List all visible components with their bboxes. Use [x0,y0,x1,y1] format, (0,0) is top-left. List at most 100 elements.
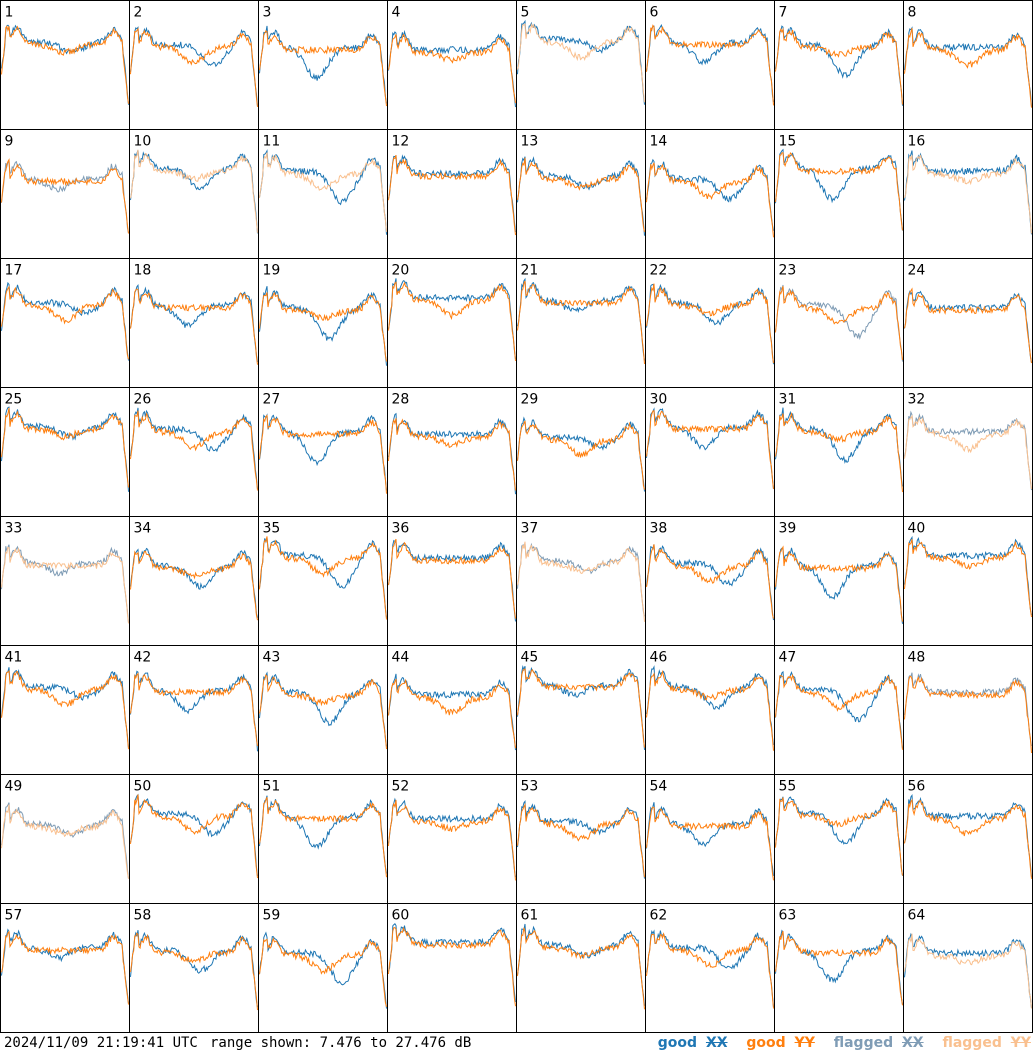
panel-8: 8 [903,0,1033,130]
panel-26: 26 [129,387,259,517]
xx-trace [259,149,387,235]
panel-1: 1 [0,0,130,130]
panel-label: 25 [5,392,23,408]
panel-label: 47 [779,650,797,666]
xx-trace [646,665,774,745]
panel-label: 58 [134,908,152,924]
panel-frame [774,774,904,904]
panel-frame [774,387,904,517]
panel-frame [774,516,904,646]
yy-trace [130,288,258,365]
panel-frame [0,903,130,1033]
panel-9: 9 [0,129,130,259]
panel-13: 13 [516,129,646,259]
panel-19: 19 [258,258,388,388]
panel-frame [0,516,130,646]
panel-label: 32 [908,392,926,408]
panel-38: 38 [645,516,775,646]
panel-10: 10 [129,129,259,259]
yy-trace [646,162,774,238]
panel-64: 64 [903,903,1033,1033]
yy-trace [646,932,774,1009]
panel-label: 17 [5,263,23,279]
panel-39: 39 [774,516,904,646]
xx-trace [517,416,645,492]
panel-7: 7 [774,0,904,130]
xx-trace [517,799,645,879]
xx-trace [646,283,774,365]
panel-49: 49 [0,774,130,904]
legend-flagged-xx-word: flagged [833,1035,894,1051]
panel-frame [387,258,517,388]
panel-label: 55 [779,779,797,795]
panel-label: 31 [779,392,797,408]
yy-trace [388,538,516,619]
legend-flagged-yy-pol: YY [1010,1035,1031,1051]
panel-frame [645,129,775,259]
panel-frame [516,258,646,388]
yy-trace [775,930,903,1006]
xx-trace [1,544,129,623]
panel-label: 7 [779,5,788,21]
yy-trace [775,545,903,622]
yy-trace [388,154,516,236]
yy-trace [775,152,903,231]
panel-frame [387,129,517,259]
yy-trace [646,283,774,364]
panel-frame [258,387,388,517]
panel-label: 27 [263,392,281,408]
panel-label: 39 [779,521,797,537]
panel-52: 52 [387,774,517,904]
xx-trace [775,148,903,231]
panel-frame [129,0,259,130]
panel-label: 3 [263,5,272,21]
panel-label: 5 [521,5,530,21]
xx-trace [388,29,516,108]
panel-47: 47 [774,645,904,775]
panel-frame [0,387,130,517]
yy-trace [775,797,903,876]
panel-label: 2 [134,5,143,21]
panel-frame [0,129,130,259]
panel-label: 41 [5,650,23,666]
yy-trace [517,802,645,878]
panel-frame [387,0,517,130]
panel-46: 46 [645,645,775,775]
yy-trace [517,927,645,1010]
yy-trace [517,420,645,490]
yy-trace [130,932,258,1011]
yy-trace [130,410,258,491]
panel-label: 24 [908,263,926,279]
legend-good-yy: good YY [746,1035,819,1051]
panel-label: 37 [521,521,539,537]
panel-frame [387,645,517,775]
yy-trace [904,28,1032,108]
legend-flagged-xx-pol: XX [901,1035,924,1051]
panel-frame [516,903,646,1033]
panel-frame [258,129,388,259]
panel-label: 26 [134,392,152,408]
yy-trace [904,414,1032,489]
panel-label: 36 [392,521,410,537]
panel-label: 53 [521,779,539,795]
panel-label: 38 [650,521,668,537]
panel-frame [258,0,388,130]
panel-label: 52 [392,779,410,795]
panel-frame [387,387,517,517]
panel-35: 35 [258,516,388,646]
yy-trace [1,546,129,624]
xx-trace [1,160,129,234]
panel-frame [387,903,517,1033]
panel-16: 16 [903,129,1033,259]
panel-label: 59 [263,908,281,924]
xx-trace [775,929,903,1005]
panel-label: 19 [263,263,281,279]
panel-frame [774,903,904,1033]
panel-43: 43 [258,645,388,775]
panel-label: 10 [134,134,152,150]
yy-trace [904,798,1032,879]
yy-trace [1,285,129,360]
yy-trace [388,926,516,1007]
panel-frame [645,0,775,130]
yy-trace [517,157,645,233]
